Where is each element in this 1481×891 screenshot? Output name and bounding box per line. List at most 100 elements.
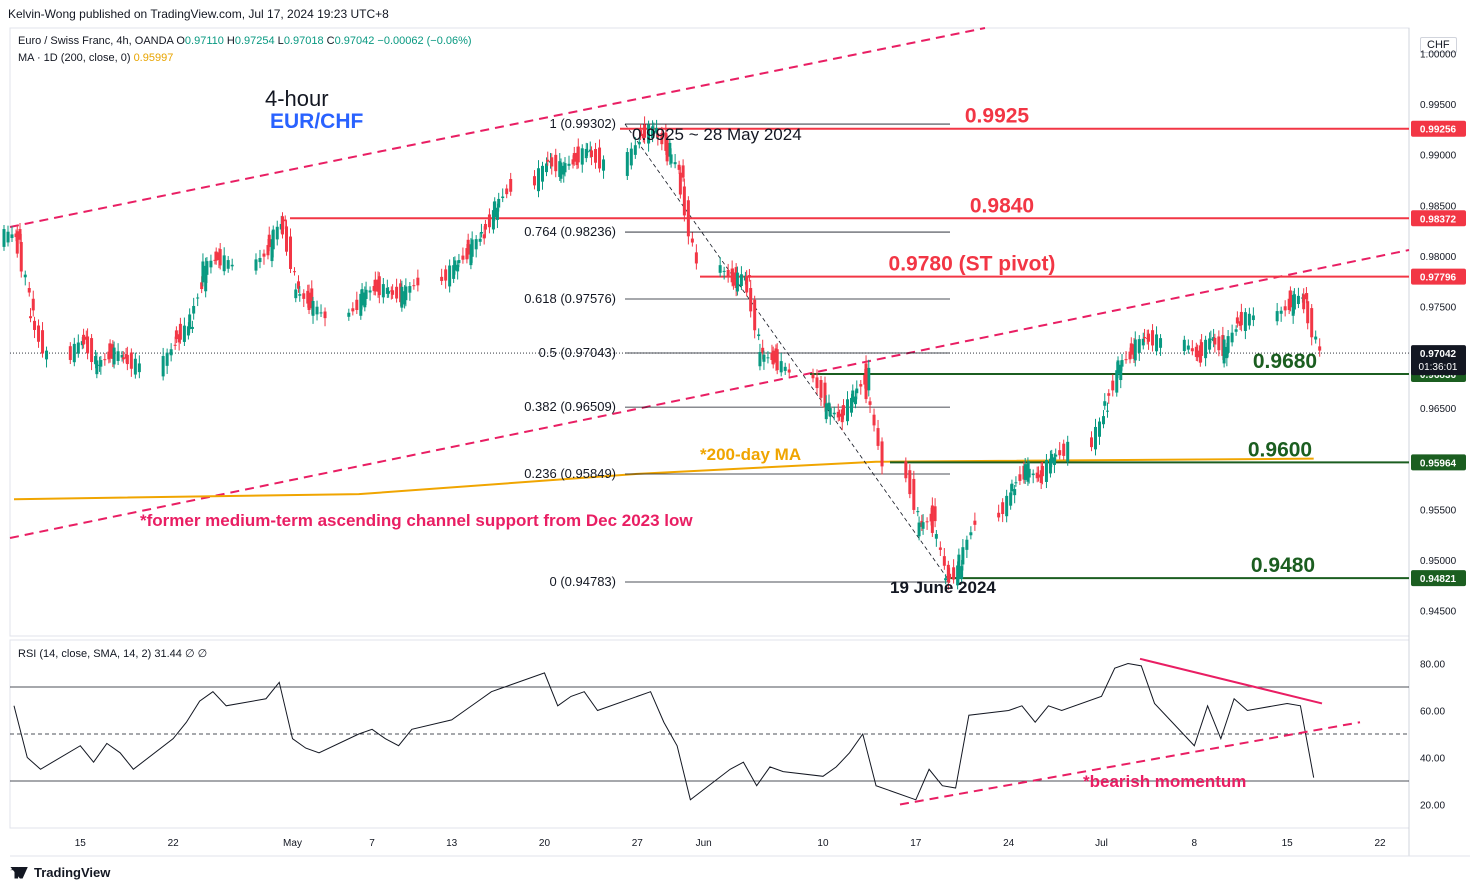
candle-body (129, 352, 133, 369)
chart-subtitle: EUR/CHF (270, 110, 364, 133)
candle-body (823, 382, 827, 408)
candle-body (1120, 360, 1124, 367)
candle-body (1044, 460, 1048, 482)
candle-body (921, 522, 925, 529)
level-tag-label: 0.97796 (1420, 273, 1457, 284)
price-tick-label: 0.96500 (1420, 404, 1457, 415)
candle-body (930, 505, 934, 533)
price-pane-frame (9, 27, 1410, 637)
candle-body (1243, 312, 1247, 331)
candle-body (544, 163, 548, 173)
rsi-line (13, 662, 1315, 801)
candle-body (590, 150, 594, 158)
candle-body (68, 346, 72, 360)
candle-body (169, 349, 173, 356)
level-tag-label: 0.99256 (1420, 125, 1457, 136)
candle-body (387, 291, 391, 294)
candle-body (19, 242, 23, 272)
fib-level-label: 0 (0.94783) (550, 574, 617, 589)
candle-body (470, 239, 474, 257)
candle-body (1036, 474, 1040, 478)
candle-body (1204, 339, 1208, 359)
candle-body (311, 300, 315, 316)
candle-body (997, 512, 1001, 518)
level-tag-box (1411, 268, 1466, 285)
candle-body (218, 249, 222, 266)
candle-body (1196, 350, 1200, 358)
candle-body (1209, 338, 1213, 340)
candle-body (364, 289, 368, 299)
candle-body (739, 274, 743, 286)
candle-body (876, 428, 880, 446)
annotation-low: 19 June 2024 (890, 578, 996, 597)
tradingview-logo[interactable]: TradingView (10, 865, 110, 880)
candle-body (840, 409, 844, 423)
candle-body (602, 159, 606, 171)
candle-body (1155, 334, 1159, 352)
currency-label[interactable]: CHF (1420, 37, 1457, 53)
candle-body (948, 573, 952, 579)
candle-body (72, 343, 76, 363)
candle-body (532, 176, 536, 186)
candle-body (957, 554, 961, 580)
time-tick-label: 24 (1003, 838, 1015, 849)
candle-body (1048, 458, 1052, 474)
level-tag-box (1411, 120, 1466, 137)
candle-body (1129, 343, 1133, 355)
candle-body (116, 351, 120, 361)
candle-body (137, 363, 141, 373)
candle-body (678, 172, 682, 195)
candle-body (483, 223, 487, 230)
candle-body (973, 520, 977, 525)
candle-body (1119, 364, 1123, 381)
candle-body (18, 229, 22, 240)
candle-body (2, 229, 6, 247)
last-price-value: 0.97042 (1420, 349, 1457, 360)
time-tick-label: 7 (369, 838, 375, 849)
candle-body (1101, 416, 1105, 425)
candle-body (1097, 421, 1101, 437)
price-tick-label: 0.99000 (1420, 151, 1457, 162)
candle-body (1230, 332, 1234, 343)
candle-body (10, 234, 14, 238)
level-label: 0.9480 (1251, 554, 1315, 577)
rsi-legend: RSI (14, close, SMA, 14, 2) 31.44 ∅ ∅ (18, 647, 207, 660)
candle-body (1124, 359, 1128, 361)
level-label: 0.9840 (970, 194, 1034, 217)
candle-body (633, 145, 637, 155)
candle-body (1296, 295, 1300, 305)
candle-body (1018, 474, 1022, 481)
candle-body (933, 506, 937, 522)
candle-body (1058, 450, 1062, 456)
candle-body (771, 350, 775, 365)
candle-body (1009, 492, 1013, 506)
candle-body (297, 281, 301, 289)
annotation-high: 0.9925 ~ 28 May 2024 (632, 125, 802, 144)
candle-body (819, 380, 823, 398)
candle-body (125, 354, 129, 365)
candle-body (563, 163, 567, 173)
candle-body (27, 288, 31, 293)
candle-body (283, 219, 287, 222)
candle-body (509, 178, 513, 192)
rsi-tick-label: 80.00 (1420, 660, 1445, 671)
candle-body (94, 356, 98, 365)
candle-body (385, 287, 389, 294)
candle-body (448, 265, 452, 287)
candle-body (45, 350, 49, 360)
candle-body (1052, 457, 1056, 465)
candle-body (1226, 336, 1230, 353)
ma-200-line (13, 457, 1314, 501)
ohlc-c: C0.97042 (323, 35, 375, 47)
candle-body (31, 298, 35, 311)
candle-body (285, 226, 289, 252)
candle-body (655, 127, 659, 133)
candle-body (1040, 465, 1044, 477)
last-price-tag (1411, 345, 1466, 376)
candle-body (952, 567, 956, 580)
candle-body (15, 231, 19, 254)
fib-level-label: 0.382 (0.96509) (524, 399, 616, 414)
candle-body (787, 369, 791, 373)
candle-body (647, 124, 651, 144)
